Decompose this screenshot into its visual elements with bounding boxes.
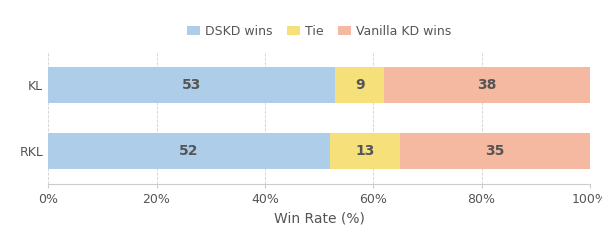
Bar: [400, 133, 590, 169]
Legend: DSKD wins, Tie, Vanilla KD wins: DSKD wins, Tie, Vanilla KD wins: [182, 20, 456, 43]
Bar: [330, 133, 400, 169]
Bar: [48, 67, 335, 103]
Bar: [335, 67, 384, 103]
Bar: [48, 133, 330, 169]
Text: 38: 38: [477, 78, 497, 92]
Text: 52: 52: [179, 144, 199, 158]
Text: 13: 13: [355, 144, 375, 158]
Text: 53: 53: [182, 78, 202, 92]
Bar: [384, 67, 590, 103]
Text: 9: 9: [355, 78, 364, 92]
Text: 35: 35: [485, 144, 505, 158]
X-axis label: Win Rate (%): Win Rate (%): [274, 212, 364, 226]
